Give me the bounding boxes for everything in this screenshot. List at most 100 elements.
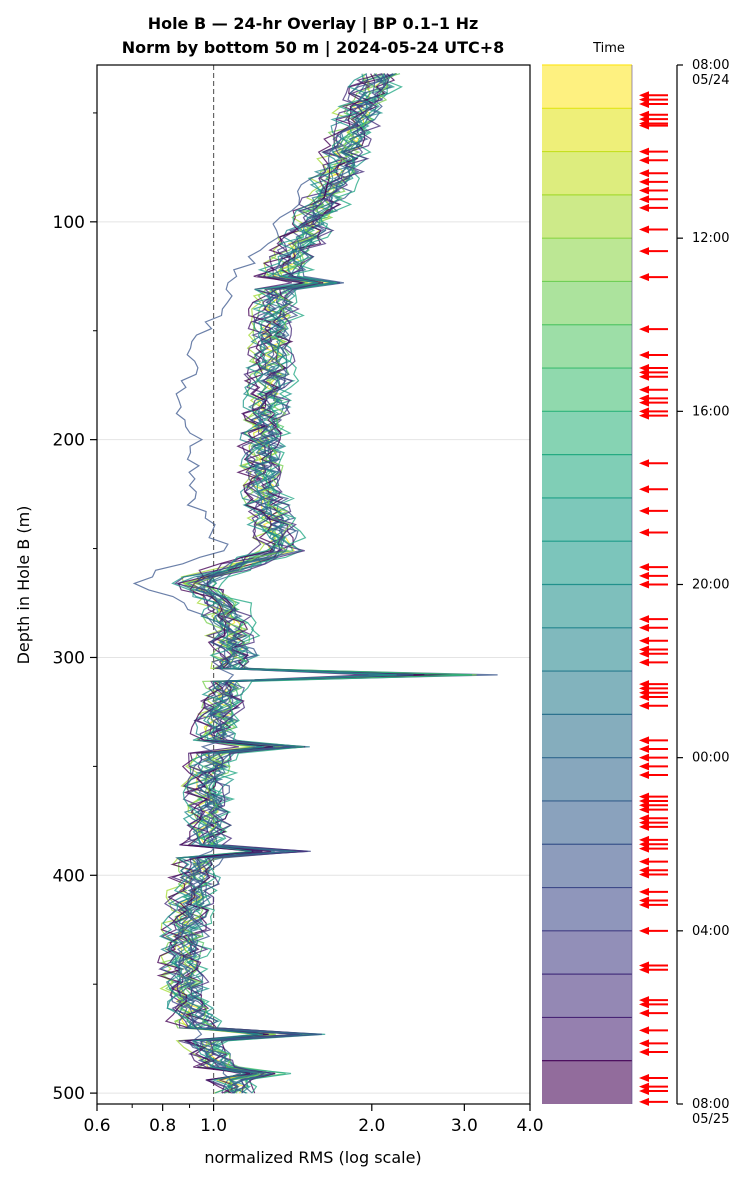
event-arrow	[639, 900, 668, 909]
event-arrow	[639, 325, 668, 334]
y-axis-label: Depth in Hole B (m)	[14, 506, 33, 665]
x-tick-label: 0.8	[149, 1116, 176, 1136]
y-tick-label: 100	[53, 213, 85, 233]
series-line	[167, 73, 384, 1094]
event-arrow	[639, 623, 668, 632]
event-arrow	[639, 870, 668, 879]
colorbar-band	[542, 411, 632, 455]
colorbar-tick-label: 05/24	[692, 73, 729, 88]
x-axis-label: normalized RMS (log scale)	[204, 1148, 421, 1167]
colorbar-band	[542, 974, 632, 1018]
colorbar-band	[542, 238, 632, 282]
x-tick-label: 4.0	[516, 1116, 543, 1136]
colorbar-band	[542, 281, 632, 325]
colorbar-bands	[542, 64, 633, 1104]
series-group	[132, 73, 498, 1094]
event-arrow	[639, 636, 668, 645]
event-arrow	[639, 372, 668, 381]
series-line	[174, 73, 414, 1094]
event-arrow	[639, 147, 668, 156]
colorbar-tick-label: 16:00	[692, 404, 729, 419]
colorbar-band	[542, 368, 632, 412]
series-line	[158, 73, 397, 1094]
event-arrow	[639, 169, 668, 178]
plot-area: 0.6 0.8 1.0 2.0 3.0 4.0 100 200 300 400 500	[53, 64, 544, 1136]
event-arrow	[639, 753, 668, 762]
event-arrow	[639, 693, 668, 702]
colorbar-band	[542, 757, 632, 801]
plot-frame	[96, 64, 531, 1105]
event-arrow	[639, 195, 668, 204]
event-arrow	[639, 506, 668, 515]
colorbar-band	[542, 541, 632, 585]
series-line	[158, 73, 412, 1094]
colorbar-tick-label: 05/25	[692, 1112, 729, 1127]
event-arrow	[639, 528, 668, 537]
event-arrow	[639, 225, 668, 234]
y-tick-label: 500	[53, 1084, 85, 1104]
series-line	[186, 73, 454, 1094]
event-arrow	[639, 1039, 668, 1048]
series-line-outlier	[132, 73, 387, 1094]
event-arrow	[639, 186, 668, 195]
colorbar-tick-label: 08:00	[692, 58, 729, 73]
event-arrow	[639, 1009, 668, 1018]
event-arrow	[639, 736, 668, 745]
colorbar-band	[542, 65, 632, 109]
event-arrow	[639, 247, 668, 256]
colorbar-band	[542, 584, 632, 628]
chart-title-line2: Norm by bottom 50 m | 2024-05-24 UTC+8	[122, 38, 505, 58]
event-arrow	[639, 351, 668, 360]
colorbar-tick-label: 12:00	[692, 231, 729, 246]
series-line	[173, 73, 449, 1094]
series-line	[186, 73, 473, 1094]
colorbar-tick-label: 20:00	[692, 578, 729, 593]
event-arrow	[639, 615, 668, 624]
colorbar-band	[542, 108, 632, 152]
event-arrow	[639, 649, 668, 658]
colorbar-band	[542, 887, 632, 931]
x-tick-label: 2.0	[358, 1116, 385, 1136]
event-arrow	[639, 844, 668, 853]
event-arrow	[639, 156, 668, 165]
event-arrow	[639, 571, 668, 580]
colorbar-band	[542, 194, 632, 239]
event-arrow	[639, 1087, 668, 1096]
series-line	[156, 73, 425, 1094]
event-arrow	[639, 805, 668, 814]
event-arrow	[639, 1000, 668, 1009]
colorbar-tick-label: 04:00	[692, 924, 729, 939]
event-arrow	[639, 762, 668, 771]
y-ticks: 100 200 300 400 500	[53, 112, 97, 1104]
x-tick-label: 3.0	[451, 1116, 478, 1136]
event-arrow	[639, 177, 668, 186]
chart-title-line1: Hole B — 24-hr Overlay | BP 0.1–1 Hz	[148, 14, 479, 34]
event-arrow	[639, 121, 668, 130]
series-line	[185, 73, 402, 1094]
series-line	[180, 73, 477, 1094]
event-arrow	[639, 822, 668, 831]
colorbar-band	[542, 671, 632, 715]
y-tick-label: 300	[53, 648, 85, 668]
colorbar-band	[542, 800, 632, 845]
event-arrow	[639, 563, 668, 572]
event-arrow	[639, 770, 668, 779]
event-arrow	[639, 398, 668, 407]
y-tick-label: 400	[53, 866, 85, 886]
event-arrow	[639, 1097, 668, 1106]
colorbar-tick-label: 08:00	[692, 1097, 729, 1112]
event-arrow	[639, 701, 668, 710]
event-arrow	[639, 459, 668, 468]
colorbar: Time 08:0005/2412:0016:0020:0000:0004:00…	[542, 41, 729, 1127]
event-arrow	[639, 658, 668, 667]
event-arrow	[639, 273, 668, 282]
colorbar-band	[542, 324, 632, 369]
event-arrow	[639, 1026, 668, 1035]
event-arrow	[639, 99, 668, 108]
colorbar-ticks: 08:0005/2412:0016:0020:0000:0004:0008:00…	[677, 58, 729, 1127]
colorbar-band	[542, 497, 632, 542]
event-arrow	[639, 385, 668, 394]
event-arrow	[639, 203, 668, 212]
colorbar-band	[542, 627, 632, 672]
